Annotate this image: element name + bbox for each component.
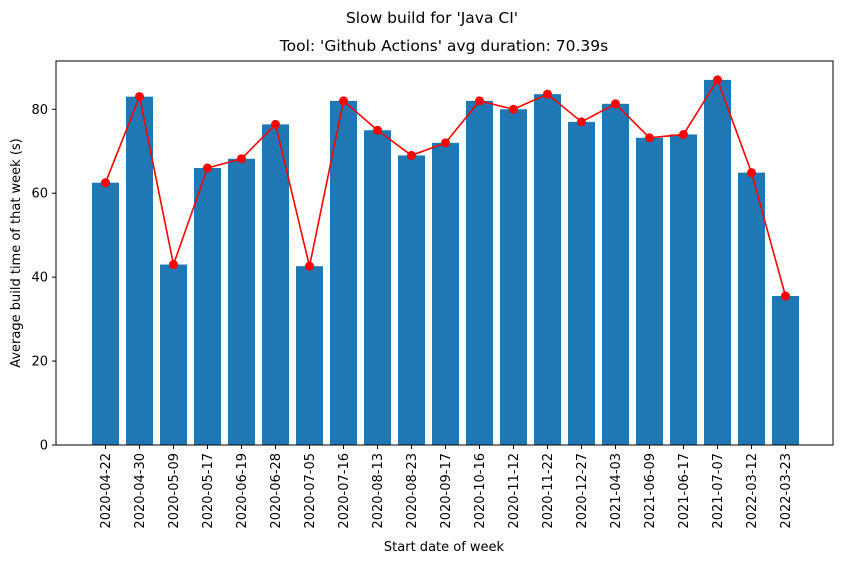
x-tick-label: 2020-11-12 [507, 453, 522, 529]
x-tick-label: 2020-05-09 [167, 453, 182, 529]
bar [194, 168, 221, 445]
line-point [203, 163, 212, 173]
bar [738, 172, 765, 445]
plot-frame [55, 60, 834, 446]
x-tick-label: 2020-04-30 [133, 453, 148, 529]
bar [602, 103, 629, 445]
y-axis: 0 20 40 60 80 [31, 103, 56, 454]
bar [704, 79, 731, 445]
bar [262, 124, 289, 446]
line-point [237, 154, 246, 164]
bar [160, 264, 187, 445]
x-tick-label: 2021-07-07 [711, 453, 726, 529]
x-tick-label: 2021-04-03 [609, 453, 624, 529]
line-point [475, 96, 484, 106]
line-point [713, 75, 722, 85]
bar [398, 155, 425, 445]
x-tick-label: 2021-06-09 [643, 453, 658, 529]
x-tick-label: 2020-07-05 [303, 453, 318, 529]
x-tick-label: 2022-03-12 [745, 453, 760, 529]
line-point [747, 168, 756, 178]
bar [466, 100, 493, 446]
x-tick-label: 2020-07-16 [337, 453, 352, 529]
chart-title: Tool: 'Github Actions' avg duration: 70.… [279, 37, 608, 55]
bar [296, 266, 323, 445]
bar [772, 296, 799, 445]
x-tick-label: 2020-06-28 [269, 453, 284, 529]
bar [636, 137, 663, 446]
x-tick-label: 2020-05-17 [201, 453, 216, 529]
x-tick-label: 2020-11-22 [541, 453, 556, 529]
y-tick-label: 20 [31, 355, 48, 370]
line-point [135, 92, 144, 102]
line-point [577, 117, 586, 127]
x-tick-label: 2021-06-17 [677, 453, 692, 529]
line-point [543, 89, 552, 99]
line-point [305, 261, 314, 271]
x-tick-label: 2020-08-23 [405, 453, 420, 529]
line-point [169, 260, 178, 270]
line-point [781, 291, 790, 301]
y-axis-label: Average build time of that week (s) [9, 138, 24, 368]
bar [92, 182, 119, 445]
line-group [101, 75, 790, 301]
chart-suptitle: Slow build for 'Java CI' [346, 9, 518, 27]
line-point [271, 119, 280, 129]
line-point [611, 99, 620, 109]
x-axis-label: Start date of week [384, 540, 505, 555]
x-tick-label: 2022-03-23 [779, 453, 794, 529]
bar [534, 94, 561, 446]
bar [126, 96, 153, 446]
bars-group [92, 79, 799, 446]
line-point [339, 96, 348, 106]
x-tick-label: 2020-04-22 [99, 453, 114, 529]
bar [228, 158, 255, 445]
line-point [509, 104, 518, 114]
x-tick-label: 2020-06-19 [235, 453, 250, 529]
y-tick-label: 80 [31, 103, 48, 118]
bar [330, 100, 357, 446]
bar [670, 134, 697, 445]
bar [432, 142, 459, 445]
y-tick-label: 0 [40, 439, 48, 454]
y-tick-label: 40 [31, 271, 48, 286]
y-tick-label: 60 [31, 187, 48, 202]
x-tick-label: 2020-12-27 [575, 453, 590, 529]
x-tick-label: 2020-10-16 [473, 453, 488, 529]
line-point [101, 178, 110, 188]
x-axis: 2020-04-22 2020-04-30 2020-05-09 2020-05-17… [99, 445, 794, 529]
bar [568, 121, 595, 445]
x-tick-label: 2020-08-13 [371, 453, 386, 529]
x-tick-label: 2020-09-17 [439, 453, 454, 529]
bar [364, 130, 391, 445]
line-point [373, 125, 382, 135]
line-point [679, 129, 688, 139]
line-point [441, 138, 450, 148]
line-point [407, 150, 416, 160]
bar [500, 109, 527, 445]
line-point [645, 133, 654, 143]
